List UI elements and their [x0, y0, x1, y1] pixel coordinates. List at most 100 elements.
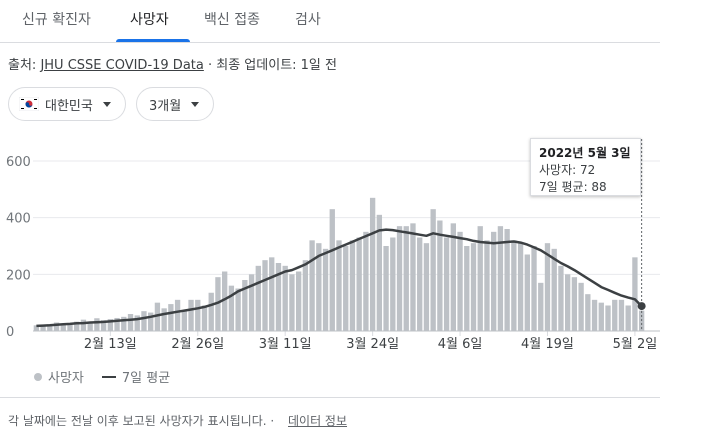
- bar: [524, 254, 530, 331]
- bar: [591, 299, 598, 331]
- bar: [161, 308, 167, 331]
- bar: [396, 226, 403, 331]
- bar: [612, 299, 618, 331]
- bar: [275, 263, 282, 331]
- bar: [168, 304, 174, 331]
- source-link[interactable]: JHU CSSE COVID-19 Data: [40, 58, 204, 73]
- range-dropdown[interactable]: 3개월: [136, 87, 214, 121]
- bar: [504, 229, 510, 331]
- y-tick-label: 0: [6, 325, 14, 340]
- bar: [450, 223, 456, 331]
- tooltip-date: 2022년 5월 3일: [539, 146, 631, 160]
- bar: [181, 311, 187, 331]
- bar: [349, 240, 356, 331]
- x-tick-label: 2월 26일: [171, 337, 224, 352]
- bar: [269, 257, 275, 331]
- x-tick-label: 4월 19일: [521, 337, 574, 352]
- bar: [40, 325, 46, 331]
- y-tick-label: 400: [6, 212, 31, 227]
- tab-deaths[interactable]: 사망자: [130, 12, 169, 28]
- tab-new-cases[interactable]: 신규 확진자: [22, 12, 91, 28]
- country-label: 대한민국: [45, 98, 93, 114]
- bar: [295, 271, 302, 331]
- bar: [531, 246, 537, 331]
- bar: [262, 260, 268, 331]
- bar: [585, 294, 591, 331]
- bar: [74, 321, 80, 331]
- bar: [511, 240, 517, 331]
- bar: [538, 282, 544, 331]
- chart-legend: 사망자 7일 평균: [34, 367, 170, 386]
- bar: [470, 243, 477, 331]
- bar: [417, 237, 423, 331]
- bar: [477, 226, 483, 331]
- source-prefix: 출처:: [8, 58, 41, 73]
- chevron-down-icon: [191, 101, 200, 107]
- bar: [544, 243, 551, 331]
- bar: [369, 197, 376, 331]
- bar: [517, 243, 524, 331]
- bar: [598, 302, 604, 331]
- bar: [114, 317, 120, 331]
- bar: [618, 299, 625, 331]
- bar: [491, 231, 497, 331]
- bar: [80, 319, 87, 331]
- bar: [235, 288, 241, 331]
- korea-flag-icon: [19, 97, 39, 111]
- bar: [437, 220, 443, 331]
- bar: [632, 257, 638, 331]
- bar: [255, 265, 261, 331]
- bar: [228, 285, 235, 331]
- bar: [215, 277, 221, 331]
- bar: [154, 302, 161, 331]
- bar: [571, 277, 578, 331]
- bar: [403, 226, 409, 331]
- bar: [282, 265, 288, 331]
- country-dropdown[interactable]: 대한민국: [8, 87, 126, 121]
- bar: [410, 223, 416, 331]
- legend-bar-swatch: [34, 372, 42, 381]
- x-tick-label: 3월 11일: [259, 337, 312, 352]
- bar: [53, 322, 60, 331]
- bar: [107, 319, 114, 331]
- bar: [302, 260, 309, 331]
- bar: [148, 312, 154, 331]
- deaths-chart[interactable]: 0 200 400 600 2월 13일 2월 26일 3월 11일 3월 24일 4월 6일 4…: [0, 135, 680, 355]
- bar: [141, 311, 147, 331]
- x-tick-label: 4월 6일: [438, 337, 483, 352]
- bar: [201, 305, 208, 331]
- bar: [100, 320, 107, 331]
- bar: [94, 318, 100, 331]
- footer-divider: [0, 397, 660, 398]
- bar: [289, 274, 295, 331]
- legend-line-swatch: [101, 375, 116, 378]
- bar: [457, 231, 463, 331]
- range-label: 3개월: [149, 98, 182, 114]
- bar: [578, 282, 584, 331]
- bar: [242, 280, 248, 331]
- x-tick-label: 5월 2일: [613, 337, 658, 352]
- bar: [195, 299, 201, 331]
- bar: [60, 323, 66, 331]
- bar: [134, 315, 140, 331]
- bar: [47, 324, 53, 331]
- bar: [464, 246, 470, 331]
- tab-vaccination[interactable]: 백신 접종: [204, 12, 260, 28]
- bar: [121, 316, 127, 331]
- bar: [222, 271, 228, 331]
- bar: [248, 274, 255, 331]
- bar: [174, 299, 181, 331]
- bar: [558, 265, 564, 331]
- tab-bar: 신규 확진자 사망자 백신 접종 검사: [0, 0, 660, 43]
- bar: [484, 240, 490, 331]
- bar: [383, 246, 389, 331]
- bar: [336, 240, 342, 331]
- bar: [430, 209, 436, 331]
- bar: [67, 323, 73, 331]
- bar: [33, 325, 40, 331]
- data-info-link[interactable]: 데이터 정보: [288, 414, 348, 428]
- tab-tests[interactable]: 검사: [295, 12, 321, 28]
- bar: [390, 237, 396, 331]
- bar: [363, 231, 369, 331]
- bar: [605, 305, 611, 331]
